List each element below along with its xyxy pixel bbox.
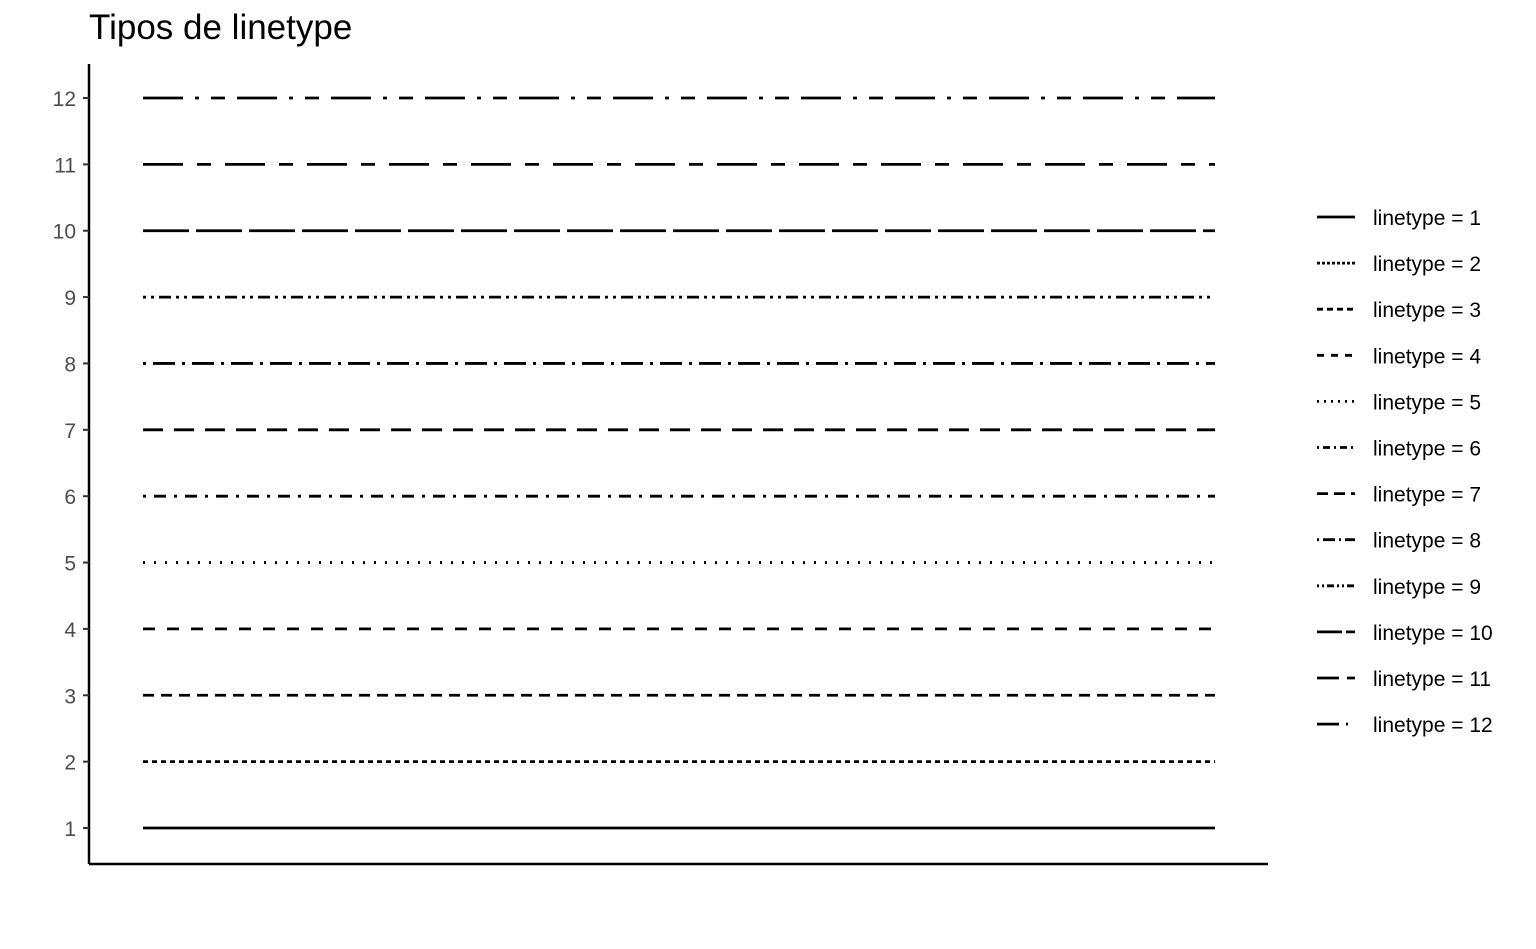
legend-label-1: linetype = 1	[1373, 207, 1481, 230]
y-tick-label: 11	[54, 154, 76, 177]
legend-label-9: linetype = 9	[1373, 576, 1481, 599]
y-tick-label: 6	[64, 486, 76, 509]
legend-label-10: linetype = 10	[1373, 622, 1493, 645]
y-tick-label: 4	[64, 619, 76, 642]
y-tick-label: 7	[64, 420, 76, 443]
legend-label-3: linetype = 3	[1373, 299, 1481, 322]
legend-label-5: linetype = 5	[1373, 391, 1481, 414]
chart-title: Tipos de linetype	[89, 8, 353, 47]
legend-label-6: linetype = 6	[1373, 438, 1481, 461]
y-tick-label: 1	[64, 818, 76, 841]
legend-label-12: linetype = 12	[1373, 714, 1493, 737]
y-tick-label: 10	[53, 221, 76, 244]
y-tick-label: 3	[64, 685, 76, 708]
y-tick-label: 5	[64, 553, 76, 576]
legend-label-11: linetype = 11	[1373, 668, 1491, 691]
legend-label-7: linetype = 7	[1373, 484, 1481, 507]
legend-label-8: linetype = 8	[1373, 530, 1481, 553]
y-tick-label: 9	[64, 287, 76, 310]
y-tick-label: 12	[53, 88, 76, 111]
y-tick-label: 8	[64, 353, 76, 376]
series-lines	[143, 96, 1215, 830]
legend-label-2: linetype = 2	[1373, 253, 1481, 276]
legend: linetype = 1 linetype = 2 linetype = 3 line…	[1317, 207, 1493, 737]
y-tick-label: 2	[64, 752, 76, 775]
legend-label-4: linetype = 4	[1373, 345, 1481, 368]
